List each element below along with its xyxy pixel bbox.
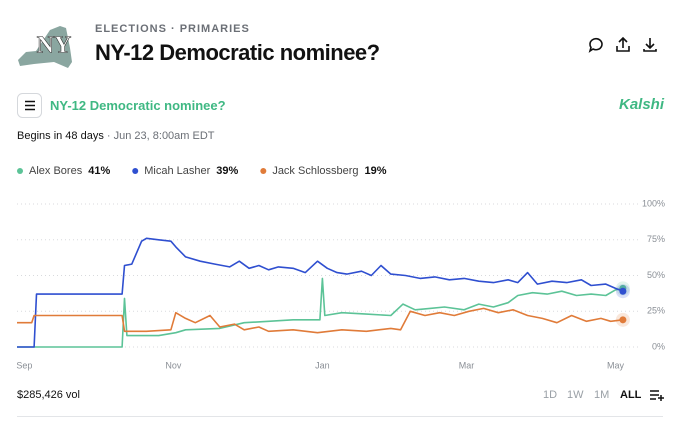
range-button[interactable]: 1M bbox=[594, 389, 610, 401]
x-tick-label: May bbox=[607, 360, 625, 370]
end-point bbox=[619, 316, 627, 324]
market-title: NY-12 Democratic nominee? bbox=[95, 40, 380, 65]
brand: Kalshi bbox=[619, 96, 665, 113]
range-button[interactable]: 1D bbox=[543, 389, 558, 401]
y-tick-label: 25% bbox=[647, 306, 665, 316]
legend-value: 39% bbox=[216, 165, 238, 177]
range-button[interactable]: ALL bbox=[620, 389, 642, 401]
market-category: ELECTIONS · PRIMARIES bbox=[95, 23, 250, 35]
legend-value: 19% bbox=[365, 165, 387, 177]
legend-label: Jack Schlossberg bbox=[272, 165, 358, 177]
schedule: Begins in 48 days · Jun 23, 8:00am EDT bbox=[17, 130, 215, 142]
chart: Alex Bores 41% Micah Lasher 39% Jack Schloss… bbox=[16, 165, 665, 370]
begin-date: · Jun 23, 8:00am EDT bbox=[106, 130, 215, 142]
logo-text: NY bbox=[37, 33, 72, 59]
legend-swatch bbox=[17, 168, 23, 174]
legend-label: Micah Lasher bbox=[144, 165, 210, 177]
begins: Begins in 48 days bbox=[17, 130, 104, 142]
series-line bbox=[17, 307, 623, 334]
legend-swatch bbox=[260, 168, 267, 174]
share-button[interactable] bbox=[616, 36, 630, 52]
legend-label: Alex Bores bbox=[29, 165, 83, 177]
x-tick-label: Nov bbox=[165, 360, 182, 370]
comment-button[interactable] bbox=[588, 37, 603, 53]
legend-value: 41% bbox=[88, 165, 110, 177]
end-point bbox=[619, 287, 627, 295]
divider bbox=[17, 416, 663, 417]
x-tick-label: Jan bbox=[315, 360, 330, 370]
market-name[interactable]: NY-12 Democratic nominee? bbox=[50, 98, 226, 113]
chart-settings[interactable] bbox=[649, 388, 665, 402]
volume: $285,426 vol bbox=[17, 389, 80, 401]
x-tick-label: Mar bbox=[459, 360, 475, 370]
y-tick-label: 100% bbox=[642, 198, 665, 208]
market-logo: NY bbox=[18, 26, 72, 68]
x-tick-label: Sep bbox=[16, 360, 32, 370]
y-tick-label: 0% bbox=[652, 341, 665, 351]
download-button[interactable] bbox=[643, 38, 657, 52]
y-tick-label: 50% bbox=[647, 270, 665, 280]
y-tick-label: 75% bbox=[647, 234, 665, 244]
range-button[interactable]: 1W bbox=[567, 389, 584, 401]
series-line bbox=[17, 277, 624, 348]
state-shape bbox=[18, 26, 72, 68]
list-button[interactable] bbox=[17, 93, 42, 118]
legend-swatch bbox=[132, 168, 139, 174]
header-actions bbox=[588, 36, 657, 53]
series-line bbox=[17, 237, 624, 348]
